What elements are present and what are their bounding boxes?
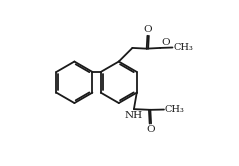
Text: O: O: [161, 38, 170, 47]
Text: CH₃: CH₃: [173, 43, 193, 52]
Text: NH: NH: [124, 111, 142, 120]
Text: O: O: [147, 125, 155, 134]
Text: CH₃: CH₃: [165, 105, 185, 114]
Text: O: O: [143, 25, 152, 34]
